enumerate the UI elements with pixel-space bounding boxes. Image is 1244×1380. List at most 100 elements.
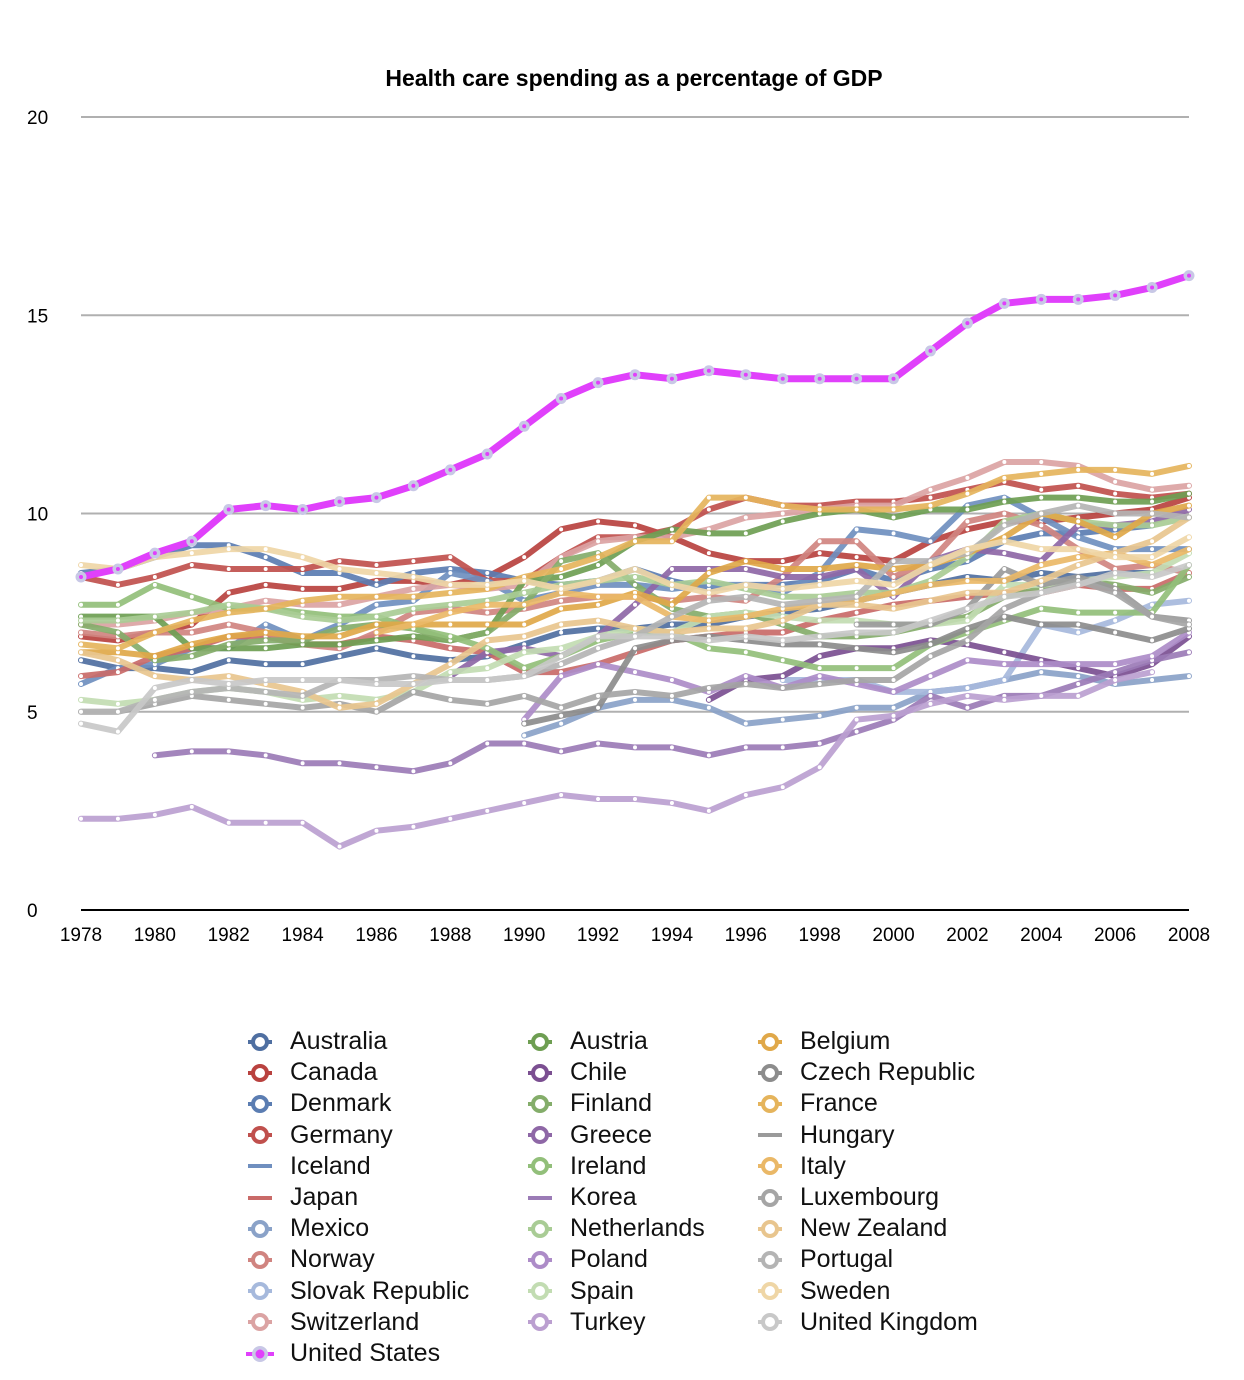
- legend-label: New Zealand: [800, 1214, 948, 1243]
- data-point: [596, 634, 601, 639]
- data-point: [669, 567, 674, 572]
- series-united-states: [75, 270, 1195, 583]
- data-point: [669, 614, 674, 619]
- data-point: [669, 697, 674, 702]
- data-point: [780, 594, 785, 599]
- legend-label: Denmark: [290, 1089, 392, 1118]
- data-point: [337, 586, 342, 591]
- data-point: [891, 590, 896, 595]
- data-point: [669, 800, 674, 805]
- data-point: [891, 678, 896, 683]
- data-point: [485, 582, 490, 587]
- data-point: [226, 681, 231, 686]
- data-point: [152, 654, 157, 659]
- data-point: [1113, 610, 1118, 615]
- legend-item: Luxembourg: [754, 1182, 939, 1213]
- x-tick-label: 2000: [872, 925, 914, 946]
- data-point: [448, 567, 453, 572]
- data-point: [928, 693, 933, 698]
- data-point: [300, 634, 305, 639]
- data-point-center: [263, 503, 268, 508]
- data-point: [1113, 555, 1118, 560]
- series-united-kingdom: [78, 562, 1192, 735]
- data-point: [337, 705, 342, 710]
- data-point: [1002, 535, 1007, 540]
- data-point: [374, 622, 379, 627]
- data-point-center: [928, 348, 933, 353]
- legend-item: Italy: [754, 1151, 846, 1182]
- data-point: [226, 590, 231, 595]
- data-point: [891, 622, 896, 627]
- data-point: [1002, 650, 1007, 655]
- data-point-center: [706, 368, 711, 373]
- x-tick-label: 1992: [577, 925, 619, 946]
- data-point: [522, 622, 527, 627]
- legend-marker-icon: [758, 1282, 782, 1301]
- data-point: [596, 578, 601, 583]
- data-point: [1187, 463, 1191, 468]
- data-point: [669, 527, 674, 532]
- data-point: [522, 674, 527, 679]
- data-point-center: [411, 483, 416, 488]
- data-point: [411, 559, 416, 564]
- data-point: [928, 642, 933, 647]
- data-point: [706, 531, 711, 536]
- data-point: [1002, 678, 1007, 683]
- series-turkey: [78, 669, 1156, 850]
- data-point: [1187, 563, 1191, 568]
- data-point: [669, 539, 674, 544]
- data-point: [263, 567, 268, 572]
- data-point: [1039, 523, 1044, 528]
- data-point: [817, 618, 822, 623]
- legend-item: Portugal: [754, 1244, 893, 1275]
- data-point: [522, 555, 527, 560]
- data-point: [1076, 503, 1081, 508]
- data-point: [189, 642, 194, 647]
- data-point: [411, 769, 416, 774]
- data-point: [448, 610, 453, 615]
- data-point: [337, 567, 342, 572]
- data-point: [152, 574, 157, 579]
- data-point: [263, 753, 268, 758]
- data-point: [891, 515, 896, 520]
- data-point: [633, 689, 637, 694]
- data-point: [706, 590, 711, 595]
- data-point: [1150, 590, 1155, 595]
- data-point: [374, 614, 379, 619]
- legend-marker-icon: [758, 1313, 782, 1332]
- data-point: [411, 681, 416, 686]
- data-point: [522, 602, 527, 607]
- legend-label: Czech Republic: [800, 1058, 976, 1087]
- data-point: [743, 531, 748, 536]
- legend-label: Hungary: [800, 1120, 895, 1149]
- data-point: [1076, 630, 1081, 635]
- data-point: [596, 602, 601, 607]
- data-point: [854, 705, 859, 710]
- data-point: [891, 606, 896, 611]
- data-point: [1002, 697, 1007, 702]
- data-point: [780, 785, 785, 790]
- data-point: [1187, 574, 1191, 579]
- data-point: [817, 654, 822, 659]
- data-point: [448, 555, 453, 560]
- data-point: [706, 638, 711, 643]
- data-point: [337, 654, 342, 659]
- data-point: [1002, 614, 1007, 619]
- data-point-center: [1113, 293, 1118, 298]
- data-point: [706, 753, 711, 758]
- data-point: [337, 594, 342, 599]
- data-point: [1076, 555, 1081, 560]
- legend-label: France: [800, 1089, 878, 1118]
- data-point: [1187, 547, 1191, 552]
- data-point: [706, 808, 711, 813]
- data-point: [1113, 670, 1118, 675]
- data-point: [743, 515, 748, 520]
- data-point: [706, 697, 711, 702]
- data-point: [1187, 515, 1191, 520]
- data-point: [743, 793, 748, 798]
- data-point: [559, 586, 564, 591]
- data-point: [263, 689, 268, 694]
- data-point: [1076, 483, 1081, 488]
- data-point: [854, 666, 859, 671]
- data-point: [1113, 479, 1118, 484]
